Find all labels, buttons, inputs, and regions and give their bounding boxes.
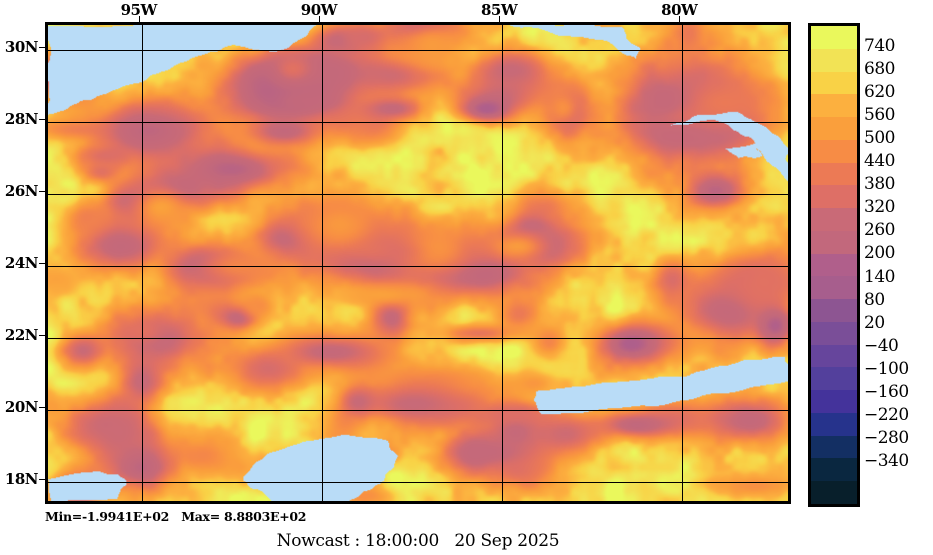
colorbar-band: [811, 48, 857, 72]
lon-tick-mark: [679, 16, 681, 22]
colorbar-tick-label: 20: [864, 312, 885, 333]
colorbar-band: [811, 458, 857, 481]
colorbar-tick-label: 260: [864, 220, 895, 241]
colorbar-band: [811, 299, 857, 322]
lon-tick-label: 80W: [661, 1, 698, 19]
colorbar-tick-label: 440: [864, 151, 895, 172]
colorbar-band: [811, 435, 857, 459]
colorbar-tick-label: 380: [864, 174, 895, 195]
lat-tick-label: 30N: [4, 38, 39, 57]
lat-tick-label: 20N: [4, 397, 39, 416]
colorbar-band: [811, 139, 857, 163]
colorbar-band: [811, 230, 857, 254]
lat-tick-mark: [39, 47, 45, 49]
lon-tick-mark: [499, 16, 501, 22]
colorbar-tick-label: 200: [864, 243, 895, 264]
colorbar-tick-label: −100: [864, 358, 909, 379]
lon-tick-mark: [318, 16, 320, 22]
colorbar-gradient: [808, 23, 860, 507]
colorbar-tick-label: 320: [864, 197, 895, 218]
map-panel[interactable]: [45, 22, 791, 504]
lon-tick-label: 90W: [300, 1, 338, 19]
lat-tick-mark: [39, 191, 45, 193]
colorbar-band: [811, 208, 857, 231]
lat-tick-label: 26N: [4, 182, 39, 201]
lon-tick-mark: [138, 16, 140, 22]
minmax-annotation: Min=-1.9941E+02 Max= 8.8803E+02: [45, 509, 307, 524]
colorbar-tick-label: −340: [864, 450, 909, 471]
colorbar-tick-label: 680: [864, 59, 895, 80]
longitude-axis: 95W 90W 85W 80W: [45, 0, 791, 22]
colorbar-band: [811, 26, 857, 49]
colorbar: [808, 23, 860, 507]
colorbar-band: [811, 321, 857, 345]
colorbar-band: [811, 94, 857, 117]
field-heatmap: [48, 25, 788, 501]
colorbar-tick-label: 560: [864, 105, 895, 126]
lat-tick-mark: [39, 334, 45, 336]
figure-caption: Nowcast : 18:00:00 20 Sep 2025: [276, 531, 560, 551]
lat-tick-mark: [39, 478, 45, 480]
lat-tick-mark: [39, 119, 45, 121]
colorbar-tick-label: −40: [864, 335, 899, 356]
lon-tick-label: 85W: [480, 1, 518, 19]
colorbar-band: [811, 481, 857, 504]
colorbar-band: [811, 117, 857, 140]
lat-tick-label: 22N: [4, 325, 39, 344]
lat-tick-label: 28N: [4, 110, 39, 129]
colorbar-tick-label: 620: [864, 82, 895, 103]
colorbar-tick-label: 500: [864, 128, 895, 149]
lon-tick-label: 95W: [120, 1, 158, 19]
latitude-axis: 30N 28N 26N 24N 22N 20N 18N: [0, 22, 45, 504]
colorbar-tick-label: 740: [864, 36, 895, 57]
colorbar-tick-label: −280: [864, 427, 909, 448]
colorbar-band: [811, 390, 857, 413]
colorbar-tick-labels: 740 680 620 560 500 440 380 320 260 200 140 80 20 −40…: [864, 23, 933, 507]
colorbar-tick-label: 140: [864, 266, 895, 287]
colorbar-tick-label: −220: [864, 404, 909, 425]
colorbar-band: [811, 276, 857, 299]
colorbar-band: [811, 367, 857, 390]
lat-tick-label: 18N: [4, 469, 39, 488]
colorbar-band: [811, 185, 857, 208]
colorbar-band: [811, 412, 857, 436]
lat-tick-mark: [39, 406, 45, 408]
colorbar-band: [811, 253, 857, 277]
colorbar-tick-label: 80: [864, 289, 885, 310]
colorbar-band: [811, 162, 857, 186]
lat-tick-mark: [39, 263, 45, 264]
colorbar-tick-label: −160: [864, 381, 909, 402]
colorbar-band: [811, 344, 857, 368]
lat-tick-label: 24N: [4, 254, 39, 272]
colorbar-band: [811, 71, 857, 95]
